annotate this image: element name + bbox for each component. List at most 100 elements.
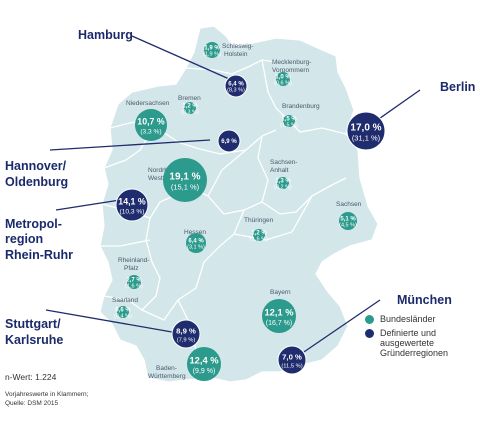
- region-bubble: [346, 111, 386, 151]
- state-bubble: [127, 275, 141, 289]
- svg-text:Rheinland-: Rheinland-: [118, 257, 149, 264]
- region-title-rhein-ruhr-1: Metropol-: [5, 217, 62, 231]
- region-title-muenchen: München: [397, 293, 452, 307]
- state-value: 1,9 %: [204, 46, 220, 52]
- state-prev-value: (1,9 %): [203, 52, 221, 58]
- state-value: 10,7 %: [137, 117, 165, 127]
- svg-text:Nordrhein-: Nordrhein-: [148, 167, 179, 174]
- state-bubble: [283, 115, 295, 127]
- region-value: 6,9 %: [221, 139, 237, 145]
- region-prev-value: (8,3 %): [227, 88, 245, 94]
- legend-label-regions: Definierte und ausgewertete Gründerregio…: [380, 328, 449, 358]
- state-prev-value: (15,1 %): [171, 183, 200, 192]
- state-prev-value: (4,5 %): [339, 223, 357, 229]
- region-bubbles: 6,4 %(8,3 %)17,0 %(31,1 %)6,9 %14,1 %(10…: [115, 74, 386, 375]
- region-prev-value: (10,3 %): [120, 208, 145, 215]
- state-name: Bayern: [270, 289, 291, 296]
- state-name: Schleswig-: [222, 43, 253, 50]
- footnote-source: Quelle: DSM 2015: [5, 399, 59, 407]
- state-bubble: [253, 229, 265, 241]
- state-prev-value: (9,9 %): [193, 368, 216, 375]
- state-name: Brandenburg: [282, 103, 320, 110]
- state-prev-value: (1,6 %): [250, 237, 268, 243]
- region-bubble: [171, 319, 201, 349]
- state-bubbles: 1,9 %(1,9 %)1,0 %(0,6 %)1,2 %(0,3 %)10,7…: [114, 42, 357, 381]
- state-bubble: [163, 158, 207, 202]
- legend-label-states: Bundesländer: [380, 314, 436, 324]
- state-bubble: [277, 177, 289, 189]
- svg-text:Sachsen-: Sachsen-: [270, 159, 297, 166]
- navy-dot-icon: [365, 329, 374, 338]
- state-value: 1,5 %: [281, 117, 297, 123]
- state-prev-value: (0,3 %): [181, 110, 199, 116]
- region-value: 17,0 %: [350, 123, 381, 134]
- state-value: 0,6 %: [115, 308, 131, 314]
- state-name: Holstein: [224, 51, 248, 58]
- region-title-rhein-ruhr-3: Rhein-Ruhr: [5, 248, 73, 262]
- state-name: Sachsen: [336, 201, 362, 208]
- region-value: 8,9 %: [176, 327, 196, 336]
- sample-size: n-Wert: 1.224: [5, 372, 57, 382]
- state-value: 12,4 %: [189, 356, 219, 366]
- legend: Bundesländer Definierte und ausgewertete…: [365, 314, 477, 362]
- state-value: 2,7 %: [126, 278, 142, 284]
- germany-outline: [99, 25, 379, 383]
- state-bubble: [204, 42, 220, 58]
- state-labels: Schleswig- Mecklenburg- Vorpommern Breme…: [112, 43, 362, 380]
- state-value: 19,1 %: [169, 172, 200, 183]
- footnote-note: Vorjahreswerte in Klammern;: [5, 391, 89, 398]
- region-value: 7,0 %: [282, 353, 302, 362]
- state-value: 1,3 %: [275, 179, 291, 185]
- region-title-hannover: Hannover/: [5, 159, 67, 173]
- footnote: Vorjahreswerte in Klammern; Quelle: DSM …: [5, 391, 155, 408]
- state-value: 6,4 %: [188, 239, 204, 245]
- state-bubble: [117, 306, 129, 318]
- state-prev-value: (1,6 %): [125, 284, 143, 290]
- svg-text:Westfalen: Westfalen: [148, 175, 177, 182]
- state-prev-value: (3,1 %): [187, 245, 205, 251]
- region-bubble: [277, 345, 307, 375]
- state-bubble: [135, 109, 167, 141]
- legend-item-states: Bundesländer: [365, 314, 477, 324]
- connector-lines: [45, 35, 421, 357]
- state-bubble: [339, 212, 357, 230]
- state-name: Bremen: [178, 95, 201, 102]
- state-prev-value: (16,7 %): [266, 320, 292, 327]
- svg-text:Baden-: Baden-: [156, 365, 177, 372]
- state-value: 1,0 %: [275, 75, 291, 81]
- state-bubble: [262, 299, 296, 333]
- region-title-berlin: Berlin: [440, 80, 475, 94]
- state-bubble: [187, 347, 221, 381]
- region-title-karlsruhe: Karlsruhe: [5, 333, 63, 347]
- state-prev-value: (0,2 %): [274, 185, 292, 191]
- svg-text:Anhalt: Anhalt: [270, 167, 289, 174]
- region-prev-value: (7,9 %): [177, 337, 196, 343]
- region-titles: Hamburg Berlin Hannover/ Oldenburg Metro…: [5, 28, 475, 347]
- state-value: 12,1 %: [264, 308, 294, 318]
- region-value: 14,1 %: [118, 197, 146, 207]
- state-value: 5,1 %: [340, 217, 356, 223]
- teal-dot-icon: [365, 315, 374, 324]
- svg-text:Pfalz: Pfalz: [124, 265, 138, 272]
- region-title-stuttgart: Stuttgart/: [5, 317, 61, 331]
- state-prev-value: (0,6 %): [274, 81, 292, 87]
- state-name: Thüringen: [244, 217, 274, 224]
- svg-text:Mecklenburg-: Mecklenburg-: [272, 59, 311, 66]
- state-name: Saarland: [112, 297, 138, 304]
- state-prev-value: (3,3 %): [140, 128, 161, 135]
- region-bubble: [217, 129, 241, 153]
- state-value: 1,2 %: [251, 231, 267, 237]
- region-bubble: [115, 188, 149, 222]
- region-title-rhein-ruhr-2: region: [5, 232, 43, 246]
- region-prev-value: (31,1 %): [352, 134, 381, 143]
- legend-item-regions: Definierte und ausgewertete Gründerregio…: [365, 328, 477, 358]
- state-bubble: [276, 72, 290, 86]
- state-name: Hessen: [184, 229, 206, 236]
- state-value: 1,2 %: [182, 104, 198, 110]
- svg-text:Schleswig-: Schleswig-: [222, 43, 253, 50]
- state-name: Niedersachsen: [126, 100, 170, 107]
- svg-text:Württemberg: Württemberg: [148, 373, 186, 380]
- state-prev-value: (0,4 %): [114, 314, 132, 320]
- region-value: 6,4 %: [228, 82, 244, 88]
